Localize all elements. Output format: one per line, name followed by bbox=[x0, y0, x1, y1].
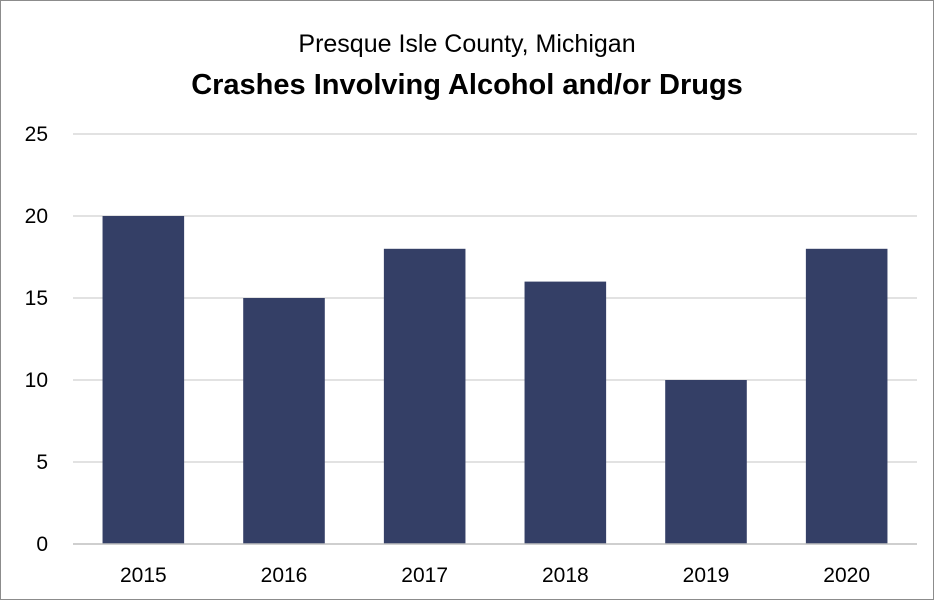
gridlines bbox=[73, 133, 917, 463]
bar-2018 bbox=[524, 281, 607, 544]
x-tick-label: 2019 bbox=[683, 564, 730, 587]
y-tick-label: 0 bbox=[36, 533, 48, 556]
y-tick-label: 10 bbox=[25, 369, 48, 392]
bar-2017 bbox=[383, 248, 466, 545]
y-tick-label: 25 bbox=[25, 123, 48, 146]
x-tick-label: 2015 bbox=[120, 564, 167, 587]
bar-2019 bbox=[665, 380, 747, 544]
y-tick-label: 20 bbox=[25, 205, 48, 228]
x-axis-labels: 2015 2016 2017 2018 2019 2020 bbox=[120, 564, 870, 587]
bar-2016 bbox=[243, 298, 325, 544]
bar-2015 bbox=[102, 216, 185, 544]
bars bbox=[102, 216, 888, 545]
y-tick-label: 5 bbox=[36, 451, 48, 474]
x-tick-label: 2020 bbox=[823, 564, 870, 587]
chart-subtitle: Presque Isle County, Michigan bbox=[298, 30, 636, 58]
x-tick-label: 2016 bbox=[261, 564, 308, 587]
bar-2020 bbox=[805, 248, 888, 545]
x-tick-label: 2017 bbox=[401, 564, 448, 587]
x-tick-label: 2018 bbox=[542, 564, 589, 587]
y-tick-label: 15 bbox=[25, 287, 48, 310]
y-axis-labels: 0 5 10 15 20 25 bbox=[25, 123, 48, 556]
chart-title: Crashes Involving Alcohol and/or Drugs bbox=[191, 69, 743, 101]
